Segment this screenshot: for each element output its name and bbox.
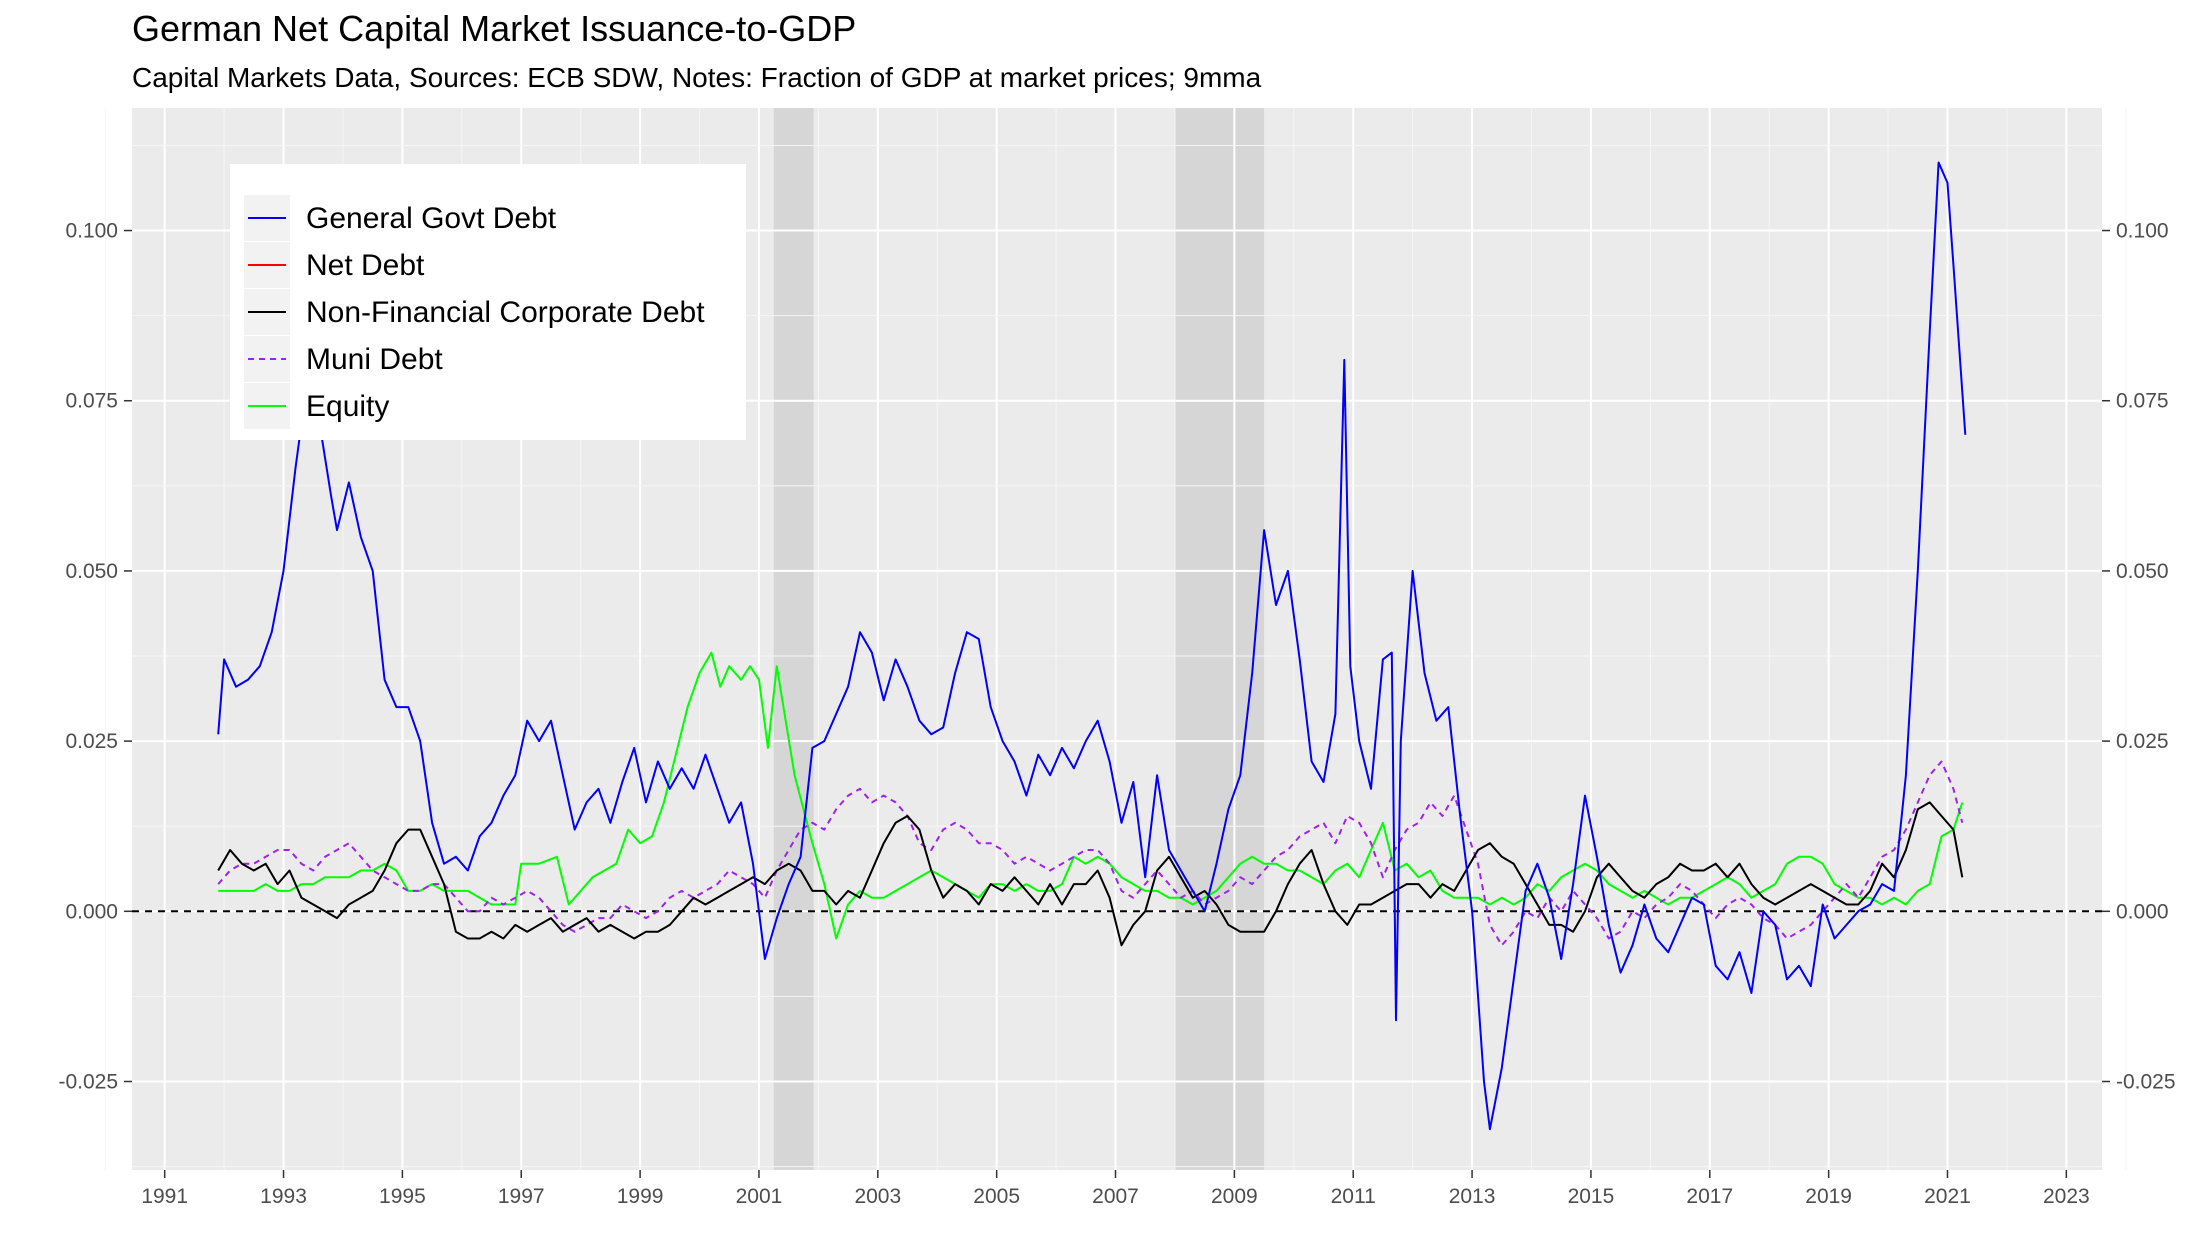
series-line-non-financial-corporate-debt xyxy=(217,801,1964,947)
x-tick-label: 1997 xyxy=(498,1185,545,1208)
y-tick-label-right: 0.000 xyxy=(2116,900,2169,923)
x-tick-label: 2009 xyxy=(1211,1185,1258,1208)
recession-band xyxy=(1174,108,1265,1170)
y-tick-label-left: 0.000 xyxy=(65,900,118,923)
x-tick-label: 1993 xyxy=(260,1185,307,1208)
x-tick-label: 2011 xyxy=(1331,1185,1376,1208)
recession-band xyxy=(773,108,814,1170)
legend-box xyxy=(230,164,746,440)
y-tick-label-right: 0.075 xyxy=(2116,390,2169,413)
legend-label: Equity xyxy=(306,390,389,423)
series-line-muni-debt xyxy=(217,760,1964,947)
legend-label: Net Debt xyxy=(306,249,425,282)
y-tick-label-right: 0.100 xyxy=(2116,220,2169,243)
x-tick-label: 2013 xyxy=(1449,1185,1496,1208)
y-tick-label-left: 0.050 xyxy=(65,560,118,583)
x-tick-label: 2005 xyxy=(973,1185,1020,1208)
x-tick-label: 2021 xyxy=(1924,1185,1971,1208)
legend-label: Non-Financial Corporate Debt xyxy=(306,296,705,329)
y-tick-label-left: 0.025 xyxy=(65,730,118,753)
x-tick-label: 2001 xyxy=(736,1185,783,1208)
legend-label: Muni Debt xyxy=(306,343,443,376)
series-line-general-govt-debt xyxy=(217,161,1967,1131)
y-tick-label-left: -0.025 xyxy=(58,1071,118,1094)
x-tick-label: 2017 xyxy=(1686,1185,1733,1208)
y-tick-label-right: -0.025 xyxy=(2116,1071,2176,1094)
y-tick-label-right: 0.025 xyxy=(2116,730,2169,753)
x-tick-label: 2003 xyxy=(854,1185,901,1208)
chart-subtitle: Capital Markets Data, Sources: ECB SDW, … xyxy=(132,62,1262,93)
y-tick-label-left: 0.075 xyxy=(65,390,118,413)
series-line-equity xyxy=(218,651,1964,940)
chart-title: German Net Capital Market Issuance-to-GD… xyxy=(132,8,857,49)
y-tick-label-left: 0.100 xyxy=(65,220,118,243)
x-tick-label: 1995 xyxy=(379,1185,426,1208)
x-tick-label: 2019 xyxy=(1805,1185,1852,1208)
legend-label: General Govt Debt xyxy=(306,202,557,235)
x-tick-label: 2007 xyxy=(1092,1185,1139,1208)
x-tick-label: 1999 xyxy=(617,1185,664,1208)
y-tick-label-right: 0.050 xyxy=(2116,560,2169,583)
x-tick-label: 1991 xyxy=(141,1185,188,1208)
x-tick-label: 2023 xyxy=(2043,1185,2090,1208)
x-tick-label: 2015 xyxy=(1568,1185,1615,1208)
